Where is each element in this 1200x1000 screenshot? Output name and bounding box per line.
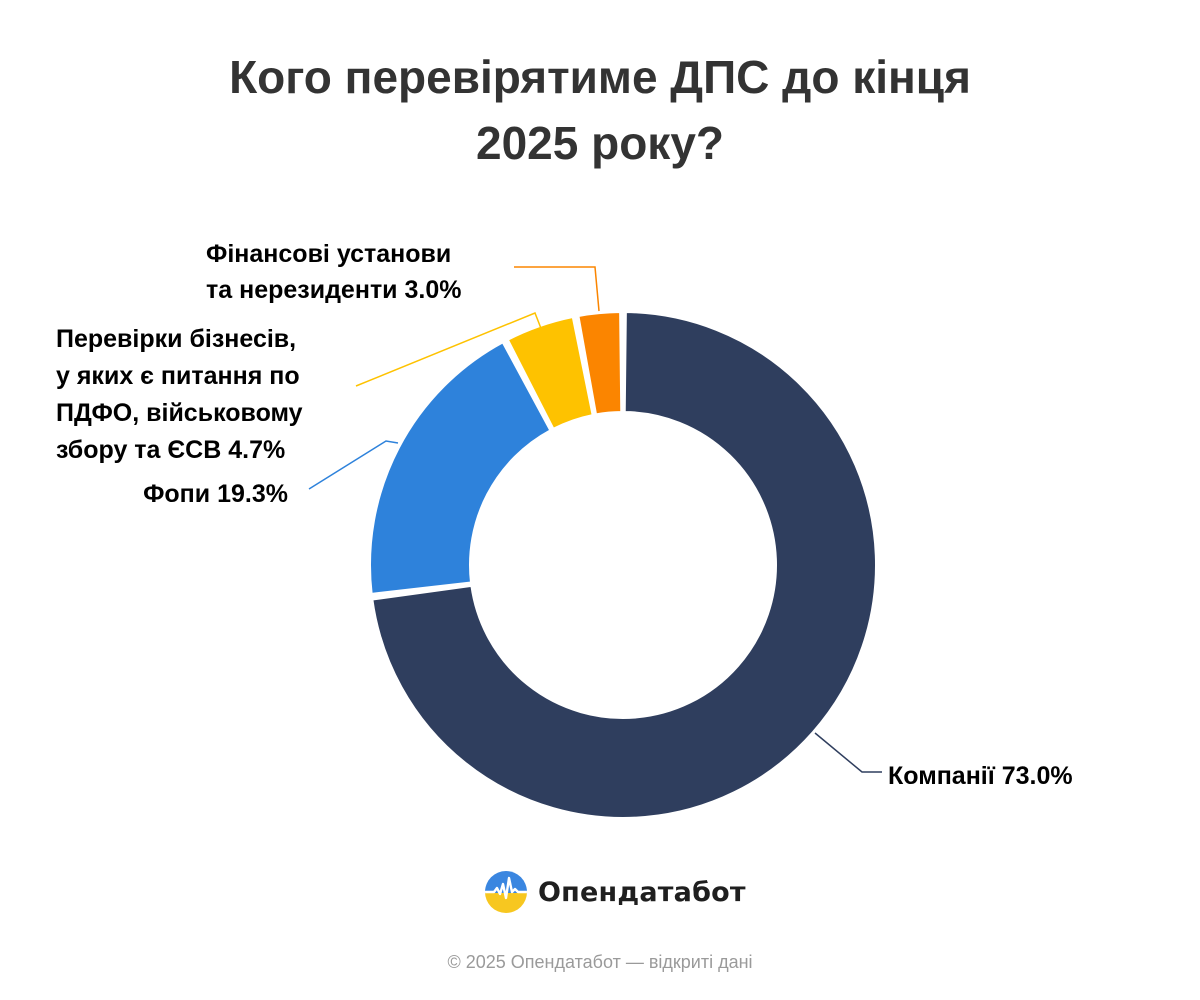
opendatabot-logo-icon (485, 871, 527, 913)
brand: Опендатабот (484, 870, 746, 914)
slice-labels: Компанії 73.0% Фопи 19.3% Перевірки бізнес… (56, 240, 1073, 790)
slice-label-3: Перевірки бізнесів, у яких є питання по ПД… (56, 325, 303, 464)
slice-label-3-line-4: збору та ЄСВ 4.7% (56, 436, 285, 464)
slice-label-4: Фінансові установи та нерезиденти 3.0% (206, 240, 461, 304)
footer-copyright: © 2025 Опендатабот — відкриті дані (447, 952, 753, 972)
leader-lines (308, 266, 882, 773)
donut-slice-компанії (371, 311, 877, 819)
slice-label-4-line-2: та нерезиденти 3.0% (206, 276, 461, 304)
slice-label-2-line-1: Фопи 19.3% (143, 480, 288, 508)
chart-title-line-2: 2025 року? (475, 117, 724, 169)
slice-label-1-line-1: Компанії 73.0% (888, 762, 1073, 790)
leader-line-3 (355, 312, 543, 387)
slice-label-3-line-3: ПДФО, військовому (56, 399, 303, 427)
leader-line-1 (814, 732, 882, 773)
brand-name: Опендатабот (538, 876, 746, 908)
slice-label-2: Фопи 19.3% (143, 480, 288, 508)
chart-title: Кого перевірятиме ДПС до кінця 2025 року… (0, 44, 1200, 176)
donut-slices (369, 311, 877, 819)
leader-line-4 (514, 266, 600, 312)
slice-label-3-line-2: у яких є питання по (56, 362, 300, 390)
slice-label-4-line-1: Фінансові установи (206, 240, 451, 268)
donut-slice-фопи (369, 341, 552, 595)
donut-slice-фінансові-установи-та-нерезиде (577, 311, 623, 416)
leader-line-2 (308, 440, 399, 490)
slice-label-1: Компанії 73.0% (888, 762, 1073, 790)
slice-label-3-line-1: Перевірки бізнесів, (56, 325, 296, 353)
chart-title-line-1: Кого перевірятиме ДПС до кінця (229, 51, 971, 103)
donut-slice-перевірки-бізнесів-у-яких-є-пи (506, 316, 594, 430)
